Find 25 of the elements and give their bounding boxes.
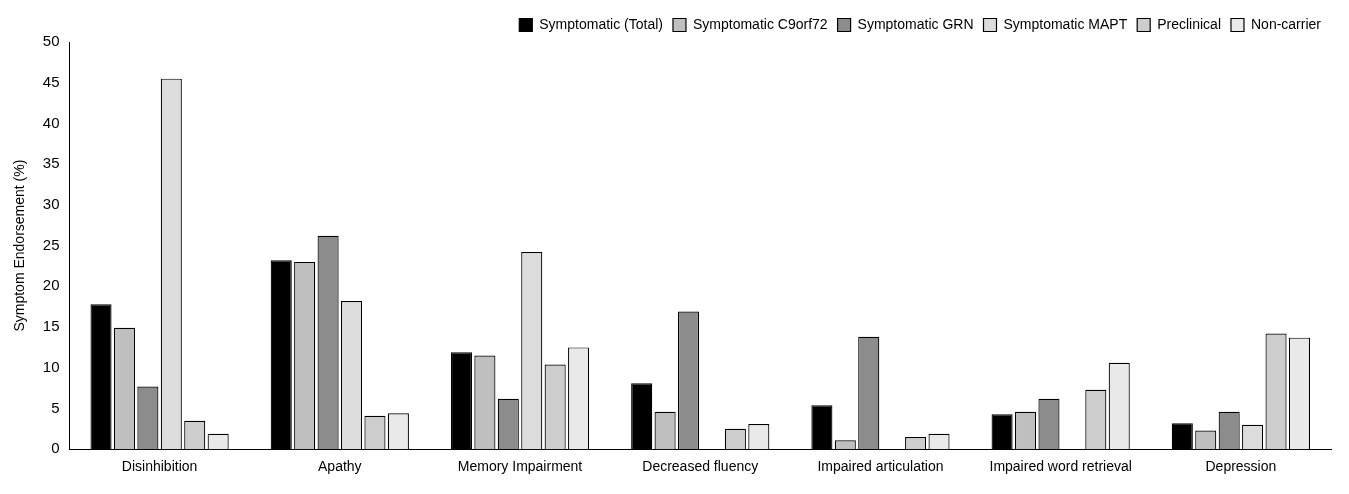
- legend-label: Non-carrier: [1250, 15, 1322, 32]
- y-tick-label: 35: [42, 154, 60, 172]
- legend-label: Preclinical: [1157, 15, 1221, 32]
- y-tick-label: 0: [51, 439, 60, 457]
- legend-label: Symptomatic GRN: [857, 15, 974, 32]
- x-tick-label: Disinhibition: [121, 458, 198, 475]
- y-tick-label: 50: [42, 32, 60, 50]
- y-tick-label: 45: [42, 72, 60, 90]
- y-tick-label: 10: [42, 357, 60, 375]
- y-tick-label: 30: [42, 195, 60, 213]
- x-tick-label: Memory Impairment: [457, 458, 583, 475]
- y-tick-label: 25: [42, 235, 60, 253]
- y-tick-label: 20: [42, 276, 60, 294]
- y-tick-label: 5: [51, 398, 60, 416]
- x-tick-label: Depression: [1205, 458, 1277, 475]
- x-tick-label: Decreased fluency: [642, 458, 759, 475]
- legend-label: Symptomatic MAPT: [1003, 15, 1128, 32]
- x-tick-label: Apathy: [318, 458, 362, 475]
- y-axis-title: Symptom Endorsement (%): [11, 159, 28, 332]
- y-tick-label: 15: [42, 317, 60, 335]
- x-tick-label: Impaired articulation: [817, 458, 944, 475]
- y-tick-label: 40: [42, 113, 60, 131]
- legend-label: Symptomatic (Total): [539, 15, 663, 32]
- legend-label: Symptomatic C9orf72: [692, 15, 828, 32]
- x-tick-label: Impaired word retrieval: [989, 458, 1132, 475]
